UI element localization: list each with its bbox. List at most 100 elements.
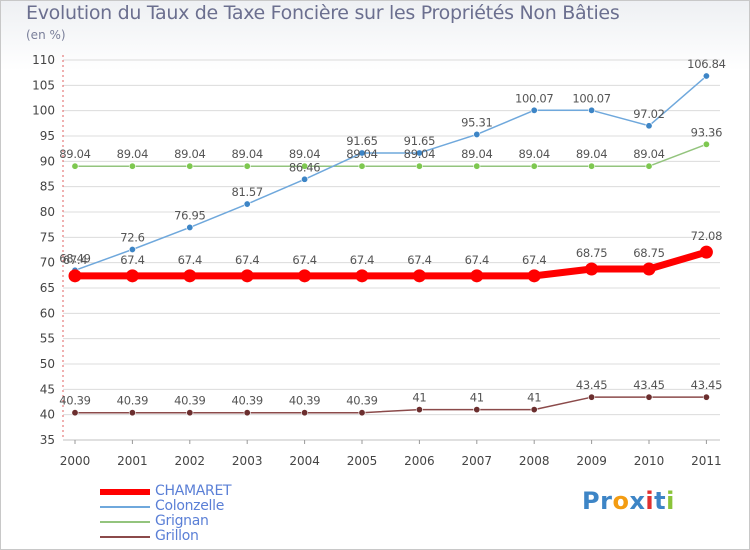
y-tick-label: 80 — [40, 205, 55, 219]
data-point-colonzelle — [530, 106, 538, 114]
data-point-grignan — [645, 162, 653, 170]
data-point-grignan — [473, 162, 481, 170]
data-point-colonzelle — [415, 149, 423, 157]
data-label-grignan: 89.04 — [289, 147, 320, 161]
y-tick-label: 90 — [40, 154, 55, 168]
data-label-chamaret: 67.4 — [522, 253, 546, 267]
x-tick-label: 2009 — [576, 454, 607, 468]
data-label-grignan: 89.04 — [346, 147, 377, 161]
data-label-grillon: 40.39 — [59, 394, 90, 408]
data-label-colonzelle: 106.84 — [687, 57, 725, 71]
data-point-grillon — [415, 406, 423, 414]
data-label-grillon: 40.39 — [231, 394, 262, 408]
logo-letter: i — [666, 487, 675, 515]
data-label-colonzelle: 76.95 — [174, 208, 205, 222]
y-tick-label: 70 — [40, 256, 55, 270]
y-tick-label: 55 — [40, 332, 55, 346]
data-point-grillon — [473, 406, 481, 414]
data-point-grignan — [588, 162, 596, 170]
data-label-chamaret: 68.75 — [633, 246, 664, 260]
grid-lines — [63, 59, 720, 441]
logo-letter: r — [600, 487, 613, 515]
data-point-grillon — [645, 393, 653, 401]
y-tick-label: 95 — [40, 129, 55, 143]
data-label-chamaret: 67.4 — [63, 253, 87, 267]
y-tick-label: 110 — [32, 53, 55, 67]
data-label-grignan: 93.36 — [691, 125, 722, 139]
data-label-grillon: 40.39 — [289, 394, 320, 408]
data-label-chamaret: 67.4 — [235, 253, 259, 267]
x-tick-label: 2011 — [691, 454, 722, 468]
data-point-colonzelle — [702, 72, 710, 80]
y-tick-label: 50 — [40, 357, 55, 371]
data-label-grignan: 89.04 — [59, 147, 90, 161]
data-label-grillon: 43.45 — [691, 378, 722, 392]
legend-swatch-grillon — [100, 536, 150, 538]
legend-label-colonzelle: Colonzelle — [155, 498, 225, 514]
data-point-grillon — [71, 409, 79, 417]
x-tick-label: 2003 — [232, 454, 263, 468]
legend-swatch-chamaret — [100, 489, 150, 495]
data-point-grillon — [301, 409, 309, 417]
data-label-grillon: 40.39 — [346, 394, 377, 408]
data-label-colonzelle: 81.57 — [231, 185, 262, 199]
data-label-colonzelle: 100.07 — [515, 91, 553, 105]
y-tick-label: 45 — [40, 382, 55, 396]
data-point-chamaret — [585, 262, 599, 276]
data-label-chamaret: 72.08 — [691, 229, 722, 243]
data-label-colonzelle: 86.46 — [289, 160, 320, 174]
logo-letter: o — [612, 487, 630, 515]
logo-letter: i — [645, 487, 655, 515]
data-point-chamaret — [125, 269, 139, 283]
data-label-grillon: 40.39 — [174, 394, 205, 408]
data-point-chamaret — [699, 245, 713, 259]
data-label-chamaret: 67.4 — [292, 253, 316, 267]
x-tick-label: 2005 — [347, 454, 378, 468]
y-tick-label: 60 — [40, 306, 55, 320]
data-point-chamaret — [527, 269, 541, 283]
data-point-grignan — [186, 162, 194, 170]
data-point-grillon — [128, 409, 136, 417]
data-label-grignan: 89.04 — [404, 147, 435, 161]
data-label-grignan: 89.04 — [518, 147, 549, 161]
data-point-grignan — [530, 162, 538, 170]
data-label-grillon: 41 — [527, 391, 541, 405]
data-point-grillon — [702, 393, 710, 401]
y-unit-label: (en %) — [26, 28, 66, 42]
data-labels-layer: 67.4 67.4 67.4 67.4 67.4 67.4 67.4 67.4 67.4 68.7… — [59, 57, 726, 408]
data-point-grillon — [243, 409, 251, 417]
data-label-colonzelle: 95.31 — [461, 115, 492, 129]
x-tick-label: 2001 — [117, 454, 148, 468]
data-label-grignan: 89.04 — [117, 147, 148, 161]
x-tick-label: 2004 — [289, 454, 320, 468]
data-point-grillon — [530, 406, 538, 414]
series-layer — [68, 72, 713, 417]
x-tick-label: 2007 — [462, 454, 493, 468]
data-point-colonzelle — [473, 130, 481, 138]
data-label-grignan: 89.04 — [174, 147, 205, 161]
data-label-grillon: 41 — [412, 391, 426, 405]
data-label-grillon: 40.39 — [117, 394, 148, 408]
data-label-chamaret: 68.75 — [576, 246, 607, 260]
series-line-colonzelle — [74, 75, 708, 272]
x-tick-label: 2008 — [519, 454, 550, 468]
data-point-grillon — [358, 409, 366, 417]
data-point-grignan — [301, 162, 309, 170]
axes: 35 40 45 50 55 60 65 70 75 80 85 90 95 100 105 110 2000 2… — [32, 53, 722, 468]
y-tick-label: 85 — [40, 180, 55, 194]
data-point-colonzelle — [645, 122, 653, 130]
data-point-chamaret — [470, 269, 484, 283]
y-tick-label: 65 — [40, 281, 55, 295]
data-point-grignan — [243, 162, 251, 170]
data-label-chamaret: 67.4 — [178, 253, 202, 267]
data-label-grignan: 89.04 — [576, 147, 607, 161]
data-point-chamaret — [298, 269, 312, 283]
series-line-chamaret — [71, 248, 710, 280]
series-line-grillon — [74, 396, 708, 414]
y-tick-label: 40 — [40, 408, 55, 422]
data-point-grillon — [588, 393, 596, 401]
data-point-grillon — [186, 409, 194, 417]
y-tick-label: 35 — [40, 433, 55, 447]
data-point-chamaret — [642, 262, 656, 276]
